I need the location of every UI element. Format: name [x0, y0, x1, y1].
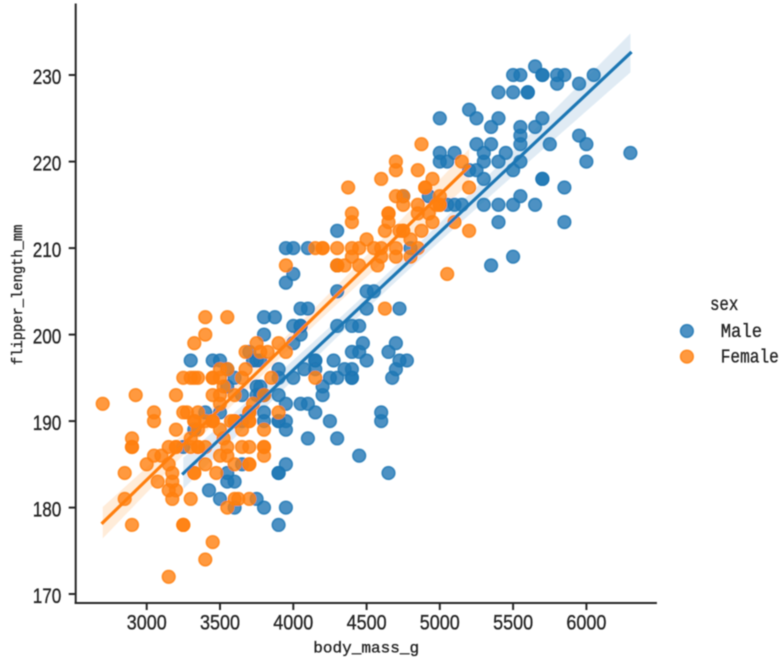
svg-text:170: 170 [33, 585, 62, 608]
svg-text:body_mass_g: body_mass_g [313, 639, 419, 657]
svg-text:190: 190 [33, 412, 62, 435]
svg-text:Female: Female [721, 346, 779, 368]
svg-text:5500: 5500 [493, 612, 533, 635]
svg-text:3000: 3000 [127, 612, 167, 635]
svg-text:4000: 4000 [273, 612, 313, 635]
svg-text:4500: 4500 [347, 612, 387, 635]
svg-text:200: 200 [33, 325, 62, 348]
svg-text:220: 220 [33, 152, 62, 175]
svg-text:5000: 5000 [420, 612, 460, 635]
svg-text:180: 180 [33, 498, 62, 521]
svg-text:Male: Male [721, 321, 762, 343]
svg-text:flipper_length_mm: flipper_length_mm [10, 225, 27, 365]
svg-text:sex: sex [710, 294, 739, 316]
svg-text:210: 210 [33, 239, 62, 262]
svg-text:3500: 3500 [200, 612, 240, 635]
svg-text:6000: 6000 [566, 612, 606, 635]
svg-text:230: 230 [33, 66, 62, 89]
